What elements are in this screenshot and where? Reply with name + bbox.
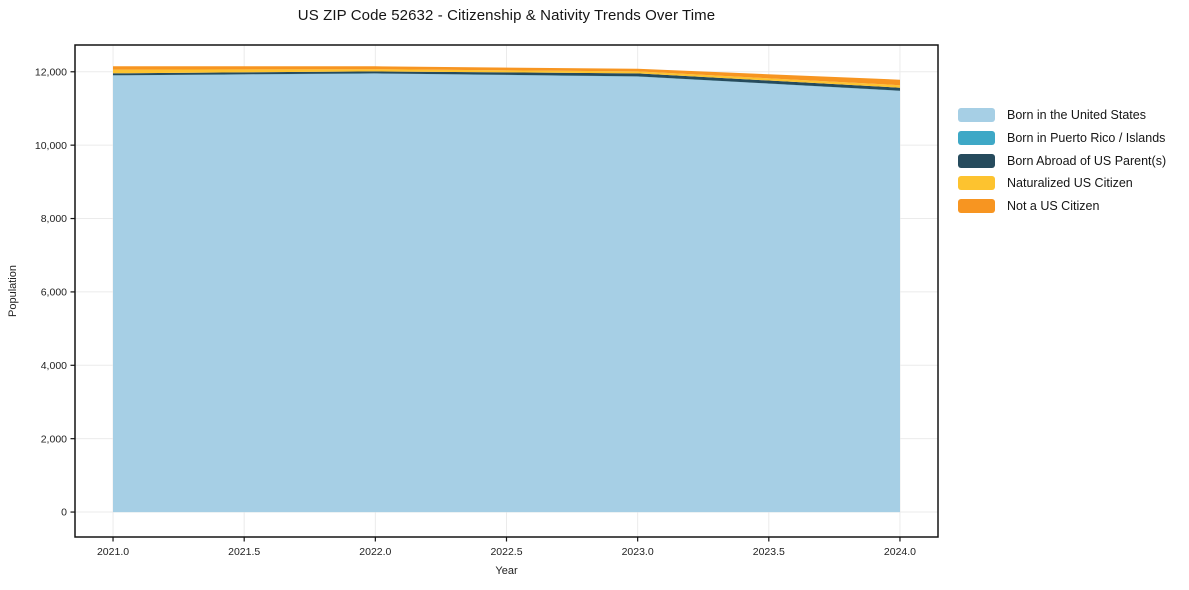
y-tick-label: 2,000 (41, 433, 67, 445)
x-tick-label: 2021.0 (97, 546, 129, 558)
area-born-in-puerto-rico-islands (113, 73, 900, 91)
area-not-a-us-citizen (113, 66, 900, 86)
legend-swatch (958, 131, 995, 146)
legend-label: Born in Puerto Rico / Islands (1007, 131, 1166, 146)
legend: Born in the United States Born in Puerto … (958, 104, 1166, 217)
legend-label: Naturalized US Citizen (1007, 176, 1133, 191)
area-naturalized-us-citizen (113, 69, 900, 88)
x-axis-label: Year (495, 565, 518, 577)
area-born-in-the-united-states (113, 73, 900, 513)
y-tick-label: 12,000 (35, 66, 67, 78)
legend-item: Not a US Citizen (958, 195, 1166, 218)
x-tick-label: 2022.0 (359, 546, 391, 558)
legend-label: Born in the United States (1007, 108, 1146, 123)
y-axis-label: Population (7, 265, 19, 317)
legend-item: Born Abroad of US Parent(s) (958, 149, 1166, 172)
legend-swatch (958, 108, 995, 123)
y-tick-label: 4,000 (41, 360, 67, 372)
legend-swatch (958, 153, 995, 168)
y-tick-label: 6,000 (41, 287, 67, 299)
legend-label: Not a US Citizen (1007, 199, 1100, 214)
x-tick-label: 2023.0 (622, 546, 654, 558)
area-born-abroad-of-us-parent-s- (113, 71, 900, 91)
legend-swatch (958, 176, 995, 191)
y-tick-label: 8,000 (41, 213, 67, 225)
legend-item: Born in Puerto Rico / Islands (958, 127, 1166, 150)
x-tick-label: 2024.0 (884, 546, 916, 558)
legend-item: Naturalized US Citizen (958, 172, 1166, 195)
y-tick-label: 10,000 (35, 140, 67, 152)
legend-swatch (958, 199, 995, 214)
legend-item: Born in the United States (958, 104, 1166, 127)
x-tick-label: 2023.5 (753, 546, 785, 558)
x-tick-label: 2021.5 (228, 546, 260, 558)
y-tick-label: 0 (61, 507, 67, 519)
legend-label: Born Abroad of US Parent(s) (1007, 153, 1167, 168)
chart-title: US ZIP Code 52632 - Citizenship & Nativi… (297, 7, 716, 24)
x-tick-label: 2022.5 (490, 546, 522, 558)
